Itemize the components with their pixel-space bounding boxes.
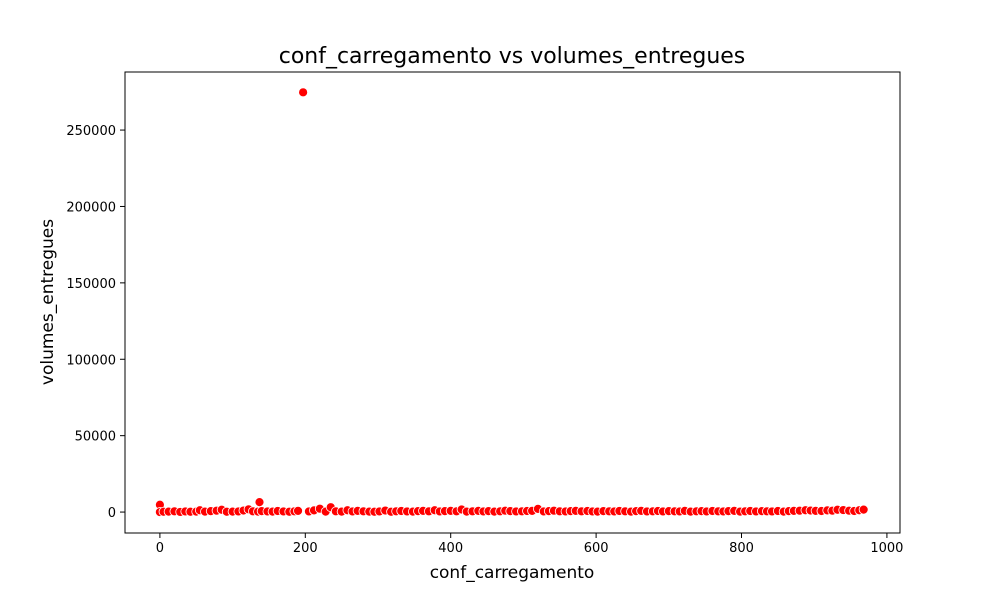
axis-ticks: 0 200 400 600 800 1000 0 50000 100000 150000 20000… bbox=[66, 124, 903, 556]
x-tick-label: 1000 bbox=[870, 541, 903, 556]
y-tick-label: 100000 bbox=[66, 353, 116, 368]
data-point bbox=[293, 505, 303, 516]
y-tick-label: 250000 bbox=[66, 124, 116, 139]
x-tick-label: 800 bbox=[729, 541, 754, 556]
plot-area-frame bbox=[124, 71, 901, 534]
y-tick-label: 0 bbox=[108, 506, 116, 521]
x-tick-label: 400 bbox=[438, 541, 463, 556]
data-point bbox=[858, 504, 869, 515]
x-axis-label: conf_carregamento bbox=[430, 563, 595, 583]
x-tick-label: 200 bbox=[293, 541, 318, 556]
y-axis-label: volumes_entregues bbox=[38, 219, 58, 385]
chart-title: conf_carregamento vs volumes_entregues bbox=[279, 44, 746, 69]
y-tick-label: 50000 bbox=[75, 430, 116, 445]
x-tick-label: 0 bbox=[156, 541, 164, 556]
y-tick-label: 200000 bbox=[66, 200, 116, 215]
data-point bbox=[298, 87, 309, 98]
data-points bbox=[154, 87, 869, 517]
x-tick-label: 600 bbox=[584, 541, 609, 556]
data-point bbox=[254, 497, 265, 508]
y-tick-label: 150000 bbox=[66, 277, 116, 292]
